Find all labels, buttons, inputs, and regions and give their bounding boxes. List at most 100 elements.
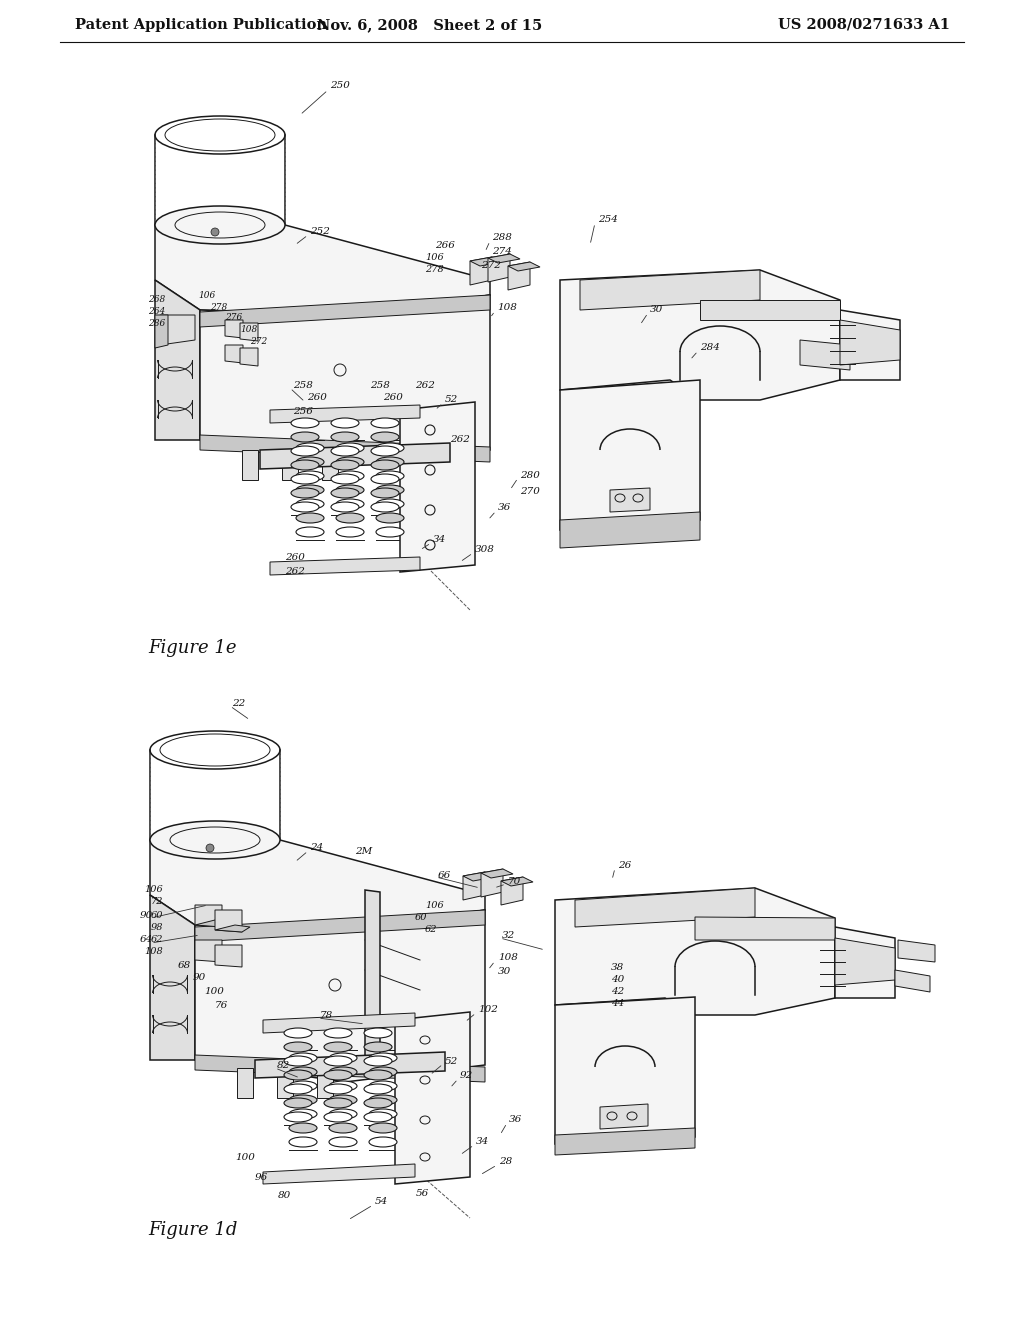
Polygon shape [263, 1012, 415, 1034]
Text: 62: 62 [425, 925, 437, 935]
Ellipse shape [369, 1096, 397, 1105]
Ellipse shape [211, 228, 219, 236]
Text: 24: 24 [310, 843, 324, 853]
Polygon shape [555, 997, 695, 1144]
Ellipse shape [364, 1056, 392, 1067]
Ellipse shape [376, 444, 404, 453]
Text: 276: 276 [225, 314, 243, 322]
Text: 72: 72 [151, 898, 163, 907]
Text: 108: 108 [240, 326, 257, 334]
Text: 30: 30 [498, 968, 511, 977]
Ellipse shape [369, 1081, 397, 1092]
Ellipse shape [371, 474, 399, 484]
Text: 288: 288 [492, 234, 512, 243]
Ellipse shape [329, 1067, 357, 1077]
Ellipse shape [369, 1137, 397, 1147]
Ellipse shape [336, 499, 364, 510]
Text: 60: 60 [415, 912, 427, 921]
Polygon shape [835, 927, 895, 998]
Ellipse shape [371, 432, 399, 442]
Ellipse shape [371, 488, 399, 498]
Ellipse shape [336, 527, 364, 537]
Polygon shape [150, 935, 195, 950]
Text: 258: 258 [370, 380, 390, 389]
Polygon shape [242, 450, 258, 480]
Polygon shape [240, 348, 258, 366]
Polygon shape [240, 323, 258, 341]
Polygon shape [195, 940, 222, 962]
Text: 260: 260 [307, 393, 327, 403]
Polygon shape [200, 294, 490, 327]
Polygon shape [895, 970, 930, 993]
Text: US 2008/0271633 A1: US 2008/0271633 A1 [778, 18, 950, 32]
Polygon shape [501, 876, 534, 886]
Ellipse shape [371, 502, 399, 512]
Polygon shape [270, 557, 420, 576]
Ellipse shape [289, 1137, 317, 1147]
Polygon shape [575, 888, 755, 927]
Text: 76: 76 [215, 1001, 228, 1010]
Text: 266: 266 [435, 240, 455, 249]
Ellipse shape [329, 1137, 357, 1147]
Text: 260: 260 [383, 393, 402, 403]
Ellipse shape [369, 1123, 397, 1133]
Ellipse shape [364, 1098, 392, 1107]
Ellipse shape [291, 432, 319, 442]
Polygon shape [200, 294, 490, 465]
Text: 260: 260 [285, 553, 305, 562]
Polygon shape [260, 444, 450, 469]
Text: 102: 102 [478, 1006, 498, 1015]
Ellipse shape [376, 457, 404, 467]
Text: 62: 62 [151, 936, 163, 945]
Ellipse shape [376, 484, 404, 495]
Ellipse shape [364, 1028, 392, 1038]
Ellipse shape [289, 1096, 317, 1105]
Text: 106: 106 [198, 292, 215, 301]
Text: 258: 258 [293, 380, 313, 389]
Ellipse shape [331, 418, 359, 428]
Ellipse shape [336, 484, 364, 495]
Polygon shape [501, 876, 523, 906]
Ellipse shape [291, 502, 319, 512]
Ellipse shape [376, 471, 404, 480]
Text: 70: 70 [508, 878, 521, 887]
Text: Figure 1e: Figure 1e [148, 639, 237, 657]
Ellipse shape [329, 1109, 357, 1119]
Ellipse shape [331, 459, 359, 470]
Text: 34: 34 [476, 1138, 489, 1147]
Polygon shape [263, 1164, 415, 1184]
Text: Nov. 6, 2008   Sheet 2 of 15: Nov. 6, 2008 Sheet 2 of 15 [317, 18, 543, 32]
Text: 54: 54 [375, 1197, 388, 1206]
Text: 78: 78 [319, 1011, 333, 1019]
Polygon shape [560, 512, 700, 548]
Polygon shape [278, 1068, 293, 1098]
Ellipse shape [324, 1084, 352, 1094]
Polygon shape [898, 940, 935, 962]
Text: 26: 26 [618, 861, 631, 870]
Text: 32: 32 [502, 931, 515, 940]
Text: 100: 100 [234, 1154, 255, 1163]
Polygon shape [155, 375, 200, 389]
Polygon shape [610, 488, 650, 512]
Polygon shape [800, 341, 850, 370]
Ellipse shape [371, 446, 399, 455]
Ellipse shape [291, 446, 319, 455]
Ellipse shape [336, 471, 364, 480]
Text: 64: 64 [139, 936, 153, 945]
Text: 36: 36 [498, 503, 511, 512]
Text: 262: 262 [450, 436, 470, 445]
Text: 96: 96 [255, 1172, 268, 1181]
Text: 66: 66 [438, 870, 452, 879]
Polygon shape [322, 450, 338, 480]
Ellipse shape [291, 459, 319, 470]
Text: 108: 108 [498, 953, 518, 962]
Text: 52: 52 [445, 396, 459, 404]
Text: 82: 82 [278, 1060, 290, 1069]
Ellipse shape [331, 446, 359, 455]
Polygon shape [237, 1068, 253, 1098]
Polygon shape [555, 888, 835, 1015]
Text: 264: 264 [147, 308, 165, 317]
Text: 92: 92 [460, 1072, 473, 1081]
Polygon shape [225, 319, 243, 338]
Polygon shape [270, 405, 420, 422]
